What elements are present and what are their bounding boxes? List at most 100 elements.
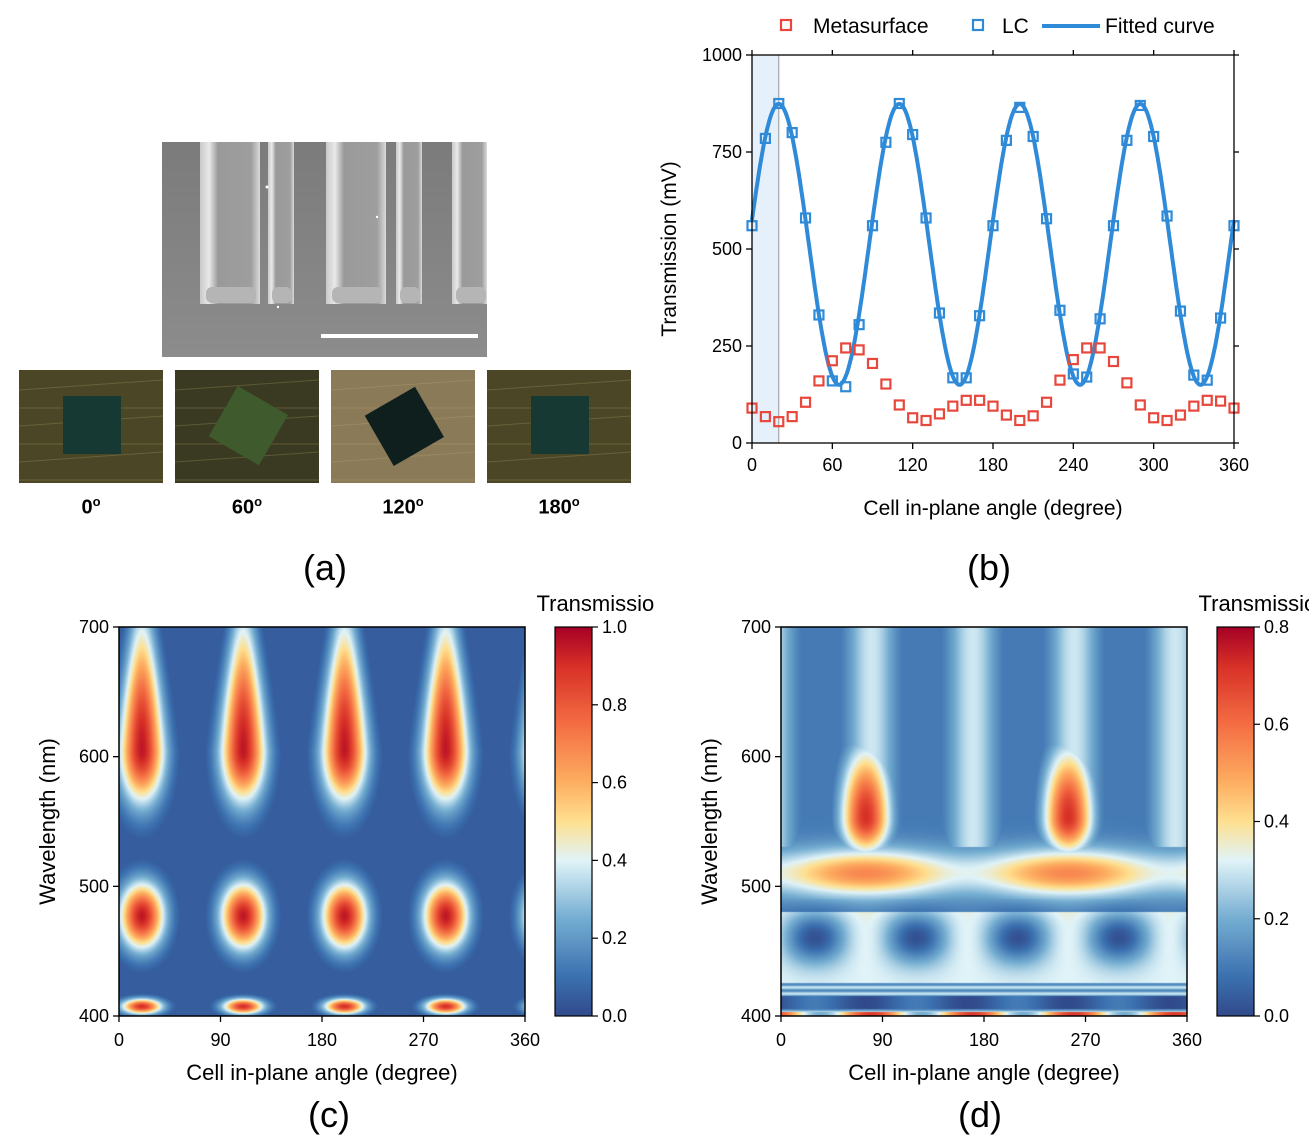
series-metasurface: [746, 342, 1240, 428]
colorbar-tick-label: 1.0: [602, 617, 627, 637]
x-tick-label: 180: [978, 455, 1008, 475]
panel-b-label: (b): [967, 547, 1011, 588]
data-point: [1054, 304, 1066, 316]
y-tick-label: 700: [741, 617, 771, 637]
x-tick-label: 0: [114, 1030, 124, 1050]
data-point: [1161, 210, 1173, 222]
data-point: [1107, 355, 1120, 368]
x-tick-label: 0: [747, 455, 757, 475]
data-point: [813, 309, 825, 321]
data-point: [987, 400, 999, 412]
micrograph-60: [175, 370, 319, 483]
data-point: [920, 212, 932, 224]
angle-label-120: 120o: [331, 494, 475, 520]
legend-marker-lc: [971, 18, 985, 32]
colorbar-tick-label: 0.8: [1264, 617, 1289, 637]
y-tick-label: 700: [79, 617, 109, 637]
data-point: [1201, 394, 1213, 406]
data-point: [907, 412, 919, 424]
heatmap-frame: [780, 626, 1188, 1017]
highlight-region: [752, 55, 779, 443]
data-point: [1067, 353, 1079, 366]
colorbar-title: Transmission: [537, 591, 656, 616]
angle-value: 0: [81, 496, 93, 519]
data-point: [840, 342, 852, 354]
colorbar-tick-label: 0.4: [602, 850, 627, 870]
data-point: [1174, 305, 1187, 317]
data-point: [1040, 213, 1053, 225]
data-point: [1040, 396, 1053, 408]
x-tick-label: 270: [1070, 1030, 1100, 1050]
legend-label-fitted: Fitted curve: [1105, 15, 1215, 38]
x-tick-label: 0: [776, 1030, 786, 1050]
y-axis-label: Wavelength (nm): [697, 738, 722, 905]
x-tick-label: 180: [969, 1030, 999, 1050]
y-axis-label: Wavelength (nm): [35, 738, 60, 905]
heatmap-c: [119, 627, 525, 1016]
chart-d-axes: 0 90 180 270 360 400 500 600 700 Cell in-plane an…: [697, 591, 1309, 1085]
data-point: [773, 97, 785, 110]
data-point: [893, 97, 905, 110]
angle-label-180: 180o: [487, 494, 631, 520]
colorbar-tick-label: 0.8: [602, 695, 627, 715]
x-tick-label: 90: [872, 1030, 892, 1050]
y-tick-label: 400: [79, 1006, 109, 1026]
x-tick-label: 300: [1139, 455, 1169, 475]
data-point: [799, 396, 812, 408]
colorbar-tick-label: 0.6: [602, 773, 627, 793]
data-point: [813, 375, 825, 387]
data-point: [866, 220, 879, 232]
data-point: [840, 381, 852, 393]
data-point: [826, 355, 838, 367]
y-tick-label: 500: [79, 876, 109, 896]
data-point: [773, 416, 785, 428]
chart-b: 0 60 120 180 240 300 360 0 250 500 750 1000 Cell in-…: [658, 15, 1249, 520]
panel-d-label: (d): [958, 1094, 1002, 1135]
data-point: [1215, 312, 1227, 324]
y-tick-label: 600: [741, 747, 771, 767]
x-axis-label: Cell in-plane angle (degree): [186, 1060, 458, 1085]
panel-a: 0 o 60o 120o 180o (a): [0, 0, 650, 600]
data-point: [1134, 399, 1146, 411]
colorbar: [1216, 626, 1255, 1017]
colorbar-tick-label: 0.2: [1264, 909, 1289, 929]
data-point: [1094, 342, 1106, 354]
data-point: [759, 132, 771, 145]
heatmap-frame: [118, 626, 526, 1017]
sample-square: [531, 396, 589, 454]
y-tick-label: 750: [712, 142, 742, 162]
legend-marker-metasurface: [779, 18, 793, 32]
degree-superscript: o: [415, 494, 424, 509]
data-point: [1000, 409, 1012, 421]
data-point: [866, 357, 879, 370]
x-tick-label: 180: [307, 1030, 337, 1050]
colorbar: [554, 626, 593, 1017]
angle-label-60: 60o: [175, 494, 319, 520]
colorbar-tick-label: 0.0: [1264, 1006, 1289, 1026]
legend-label-lc: LC: [1002, 15, 1029, 38]
x-tick-label: 360: [510, 1030, 540, 1050]
y-axis-label: Transmission (mV): [658, 161, 681, 336]
data-point: [786, 127, 798, 139]
y-tick-label: 400: [741, 1006, 771, 1026]
data-point: [1094, 313, 1106, 325]
y-tick-label: 500: [741, 876, 771, 896]
data-point: [893, 399, 905, 411]
sample-square: [63, 396, 121, 454]
panel-a-label: (a): [303, 547, 347, 588]
colorbar-tick-label: 0.4: [1264, 812, 1289, 832]
data-point: [1000, 134, 1012, 146]
data-point: [907, 128, 919, 141]
chart-c-axes: 0 90 180 270 360 400 500 600 700 Cell in-plane an…: [35, 591, 656, 1085]
series-lc: [746, 97, 1240, 393]
colorbar-title: Transmission: [1199, 591, 1309, 616]
data-point: [1014, 101, 1026, 113]
colorbar-tick-label: 0.2: [602, 928, 627, 948]
data-point: [947, 400, 959, 412]
data-point: [1188, 369, 1200, 381]
data-point: [960, 394, 972, 406]
y-tick-label: 500: [712, 239, 742, 259]
data-point: [880, 136, 892, 148]
micrograph-180: [487, 370, 631, 483]
data-point: [1148, 412, 1160, 424]
